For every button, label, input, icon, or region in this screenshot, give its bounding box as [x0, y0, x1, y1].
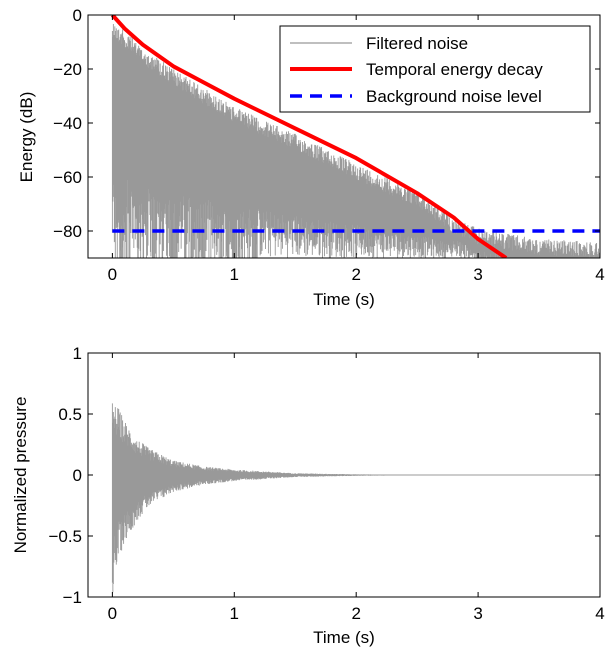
series-filtered-noise-line: [111, 403, 600, 593]
pressure-y-tick-label: −0.5: [48, 527, 82, 546]
energy-y-tick-label: −60: [53, 168, 82, 187]
pressure-y-tick-label: −1: [63, 588, 82, 607]
series-filtered-noise-line: [111, 24, 600, 258]
energy-y-tick-label: −80: [53, 222, 82, 241]
legend-label-background-noise: Background noise level: [366, 87, 542, 106]
pressure-x-tick-label: 0: [108, 604, 117, 623]
energy-x-tick-label: 1: [230, 265, 239, 284]
energy-x-axis-label: Time (s): [313, 290, 375, 309]
series-temporal-energy-decay-line: [110, 15, 508, 258]
pressure-y-axis-label: Normalized pressure: [11, 397, 30, 554]
pressure-x-tick-label: 1: [230, 604, 239, 623]
pressure-x-tick-label: 4: [595, 604, 604, 623]
pressure-y-tick-label: 0: [73, 466, 82, 485]
energy-x-tick-label: 0: [108, 265, 117, 284]
energy-y-tick-label: −20: [53, 60, 82, 79]
energy-y-tick-label: 0: [73, 6, 82, 25]
pressure-plot-area: [111, 403, 600, 593]
pressure-y-tick-label: 0.5: [58, 405, 82, 424]
pressure-y-tick-label: 1: [73, 344, 82, 363]
legend-label-filtered-noise: Filtered noise: [366, 34, 468, 53]
energy-x-tick-label: 3: [473, 265, 482, 284]
energy-x-tick-label: 2: [351, 265, 360, 284]
energy-legend: Filtered noise Temporal energy decay Bac…: [279, 25, 591, 113]
energy-y-axis-label: Energy (dB): [17, 92, 36, 183]
pressure-x-tick-label: 3: [473, 604, 482, 623]
energy-y-tick-label: −40: [53, 114, 82, 133]
pressure-x-axis-label: Time (s): [313, 628, 375, 647]
energy-plot-area: [110, 15, 600, 258]
pressure-plot: 0 1 2 3 4 1 0.5 0 −0.5 −1 Time (s) Normalized pre…: [11, 344, 605, 647]
energy-x-tick-label: 4: [595, 265, 604, 284]
legend-label-energy-decay: Temporal energy decay: [366, 60, 543, 79]
energy-decay-plot: 0 1 2 3 40−20−40−60−80 Time (s) Energy (dB) …: [17, 6, 605, 309]
energy-axes-box: [87, 14, 601, 259]
energy-axis-ticks: 0 1 2 3 4 0 −20 −40 −60 −80: [53, 6, 605, 284]
pressure-x-tick-label: 2: [351, 604, 360, 623]
pressure-axis-ticks: 0 1 2 3 4 1 0.5 0 −0.5 −1: [48, 344, 604, 623]
